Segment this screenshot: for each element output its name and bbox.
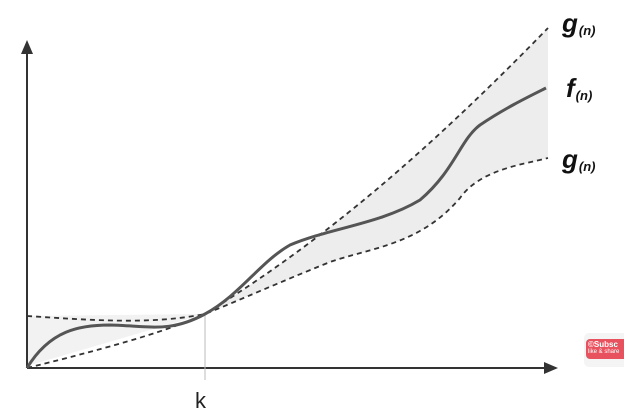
bound-band — [205, 28, 548, 314]
upper-bound-subscript: (n) — [578, 23, 596, 38]
function-subscript: (n) — [575, 88, 593, 103]
lower-bound-subscript: (n) — [578, 159, 596, 174]
y-axis-arrow — [21, 40, 33, 54]
lower-bound-label: g(n) — [562, 144, 596, 175]
subscribe-pill — [586, 339, 624, 359]
subscribe-subtext: like & share — [588, 349, 620, 355]
subscribe-text: ©Subsc — [588, 340, 618, 349]
upper-bound-curve — [26, 27, 549, 369]
upper-bound-label: g(n) — [562, 8, 596, 39]
function-curve — [25, 86, 547, 369]
function-symbol: f — [566, 73, 575, 103]
x-axis-arrow — [544, 362, 558, 374]
lower-bound-symbol: g — [562, 144, 578, 174]
k-threshold-label: k — [195, 388, 206, 413]
function-label: f(n) — [566, 73, 592, 104]
subscribe-badge[interactable]: ©Subsc like & share — [584, 333, 624, 367]
upper-bound-symbol: g — [562, 8, 578, 38]
